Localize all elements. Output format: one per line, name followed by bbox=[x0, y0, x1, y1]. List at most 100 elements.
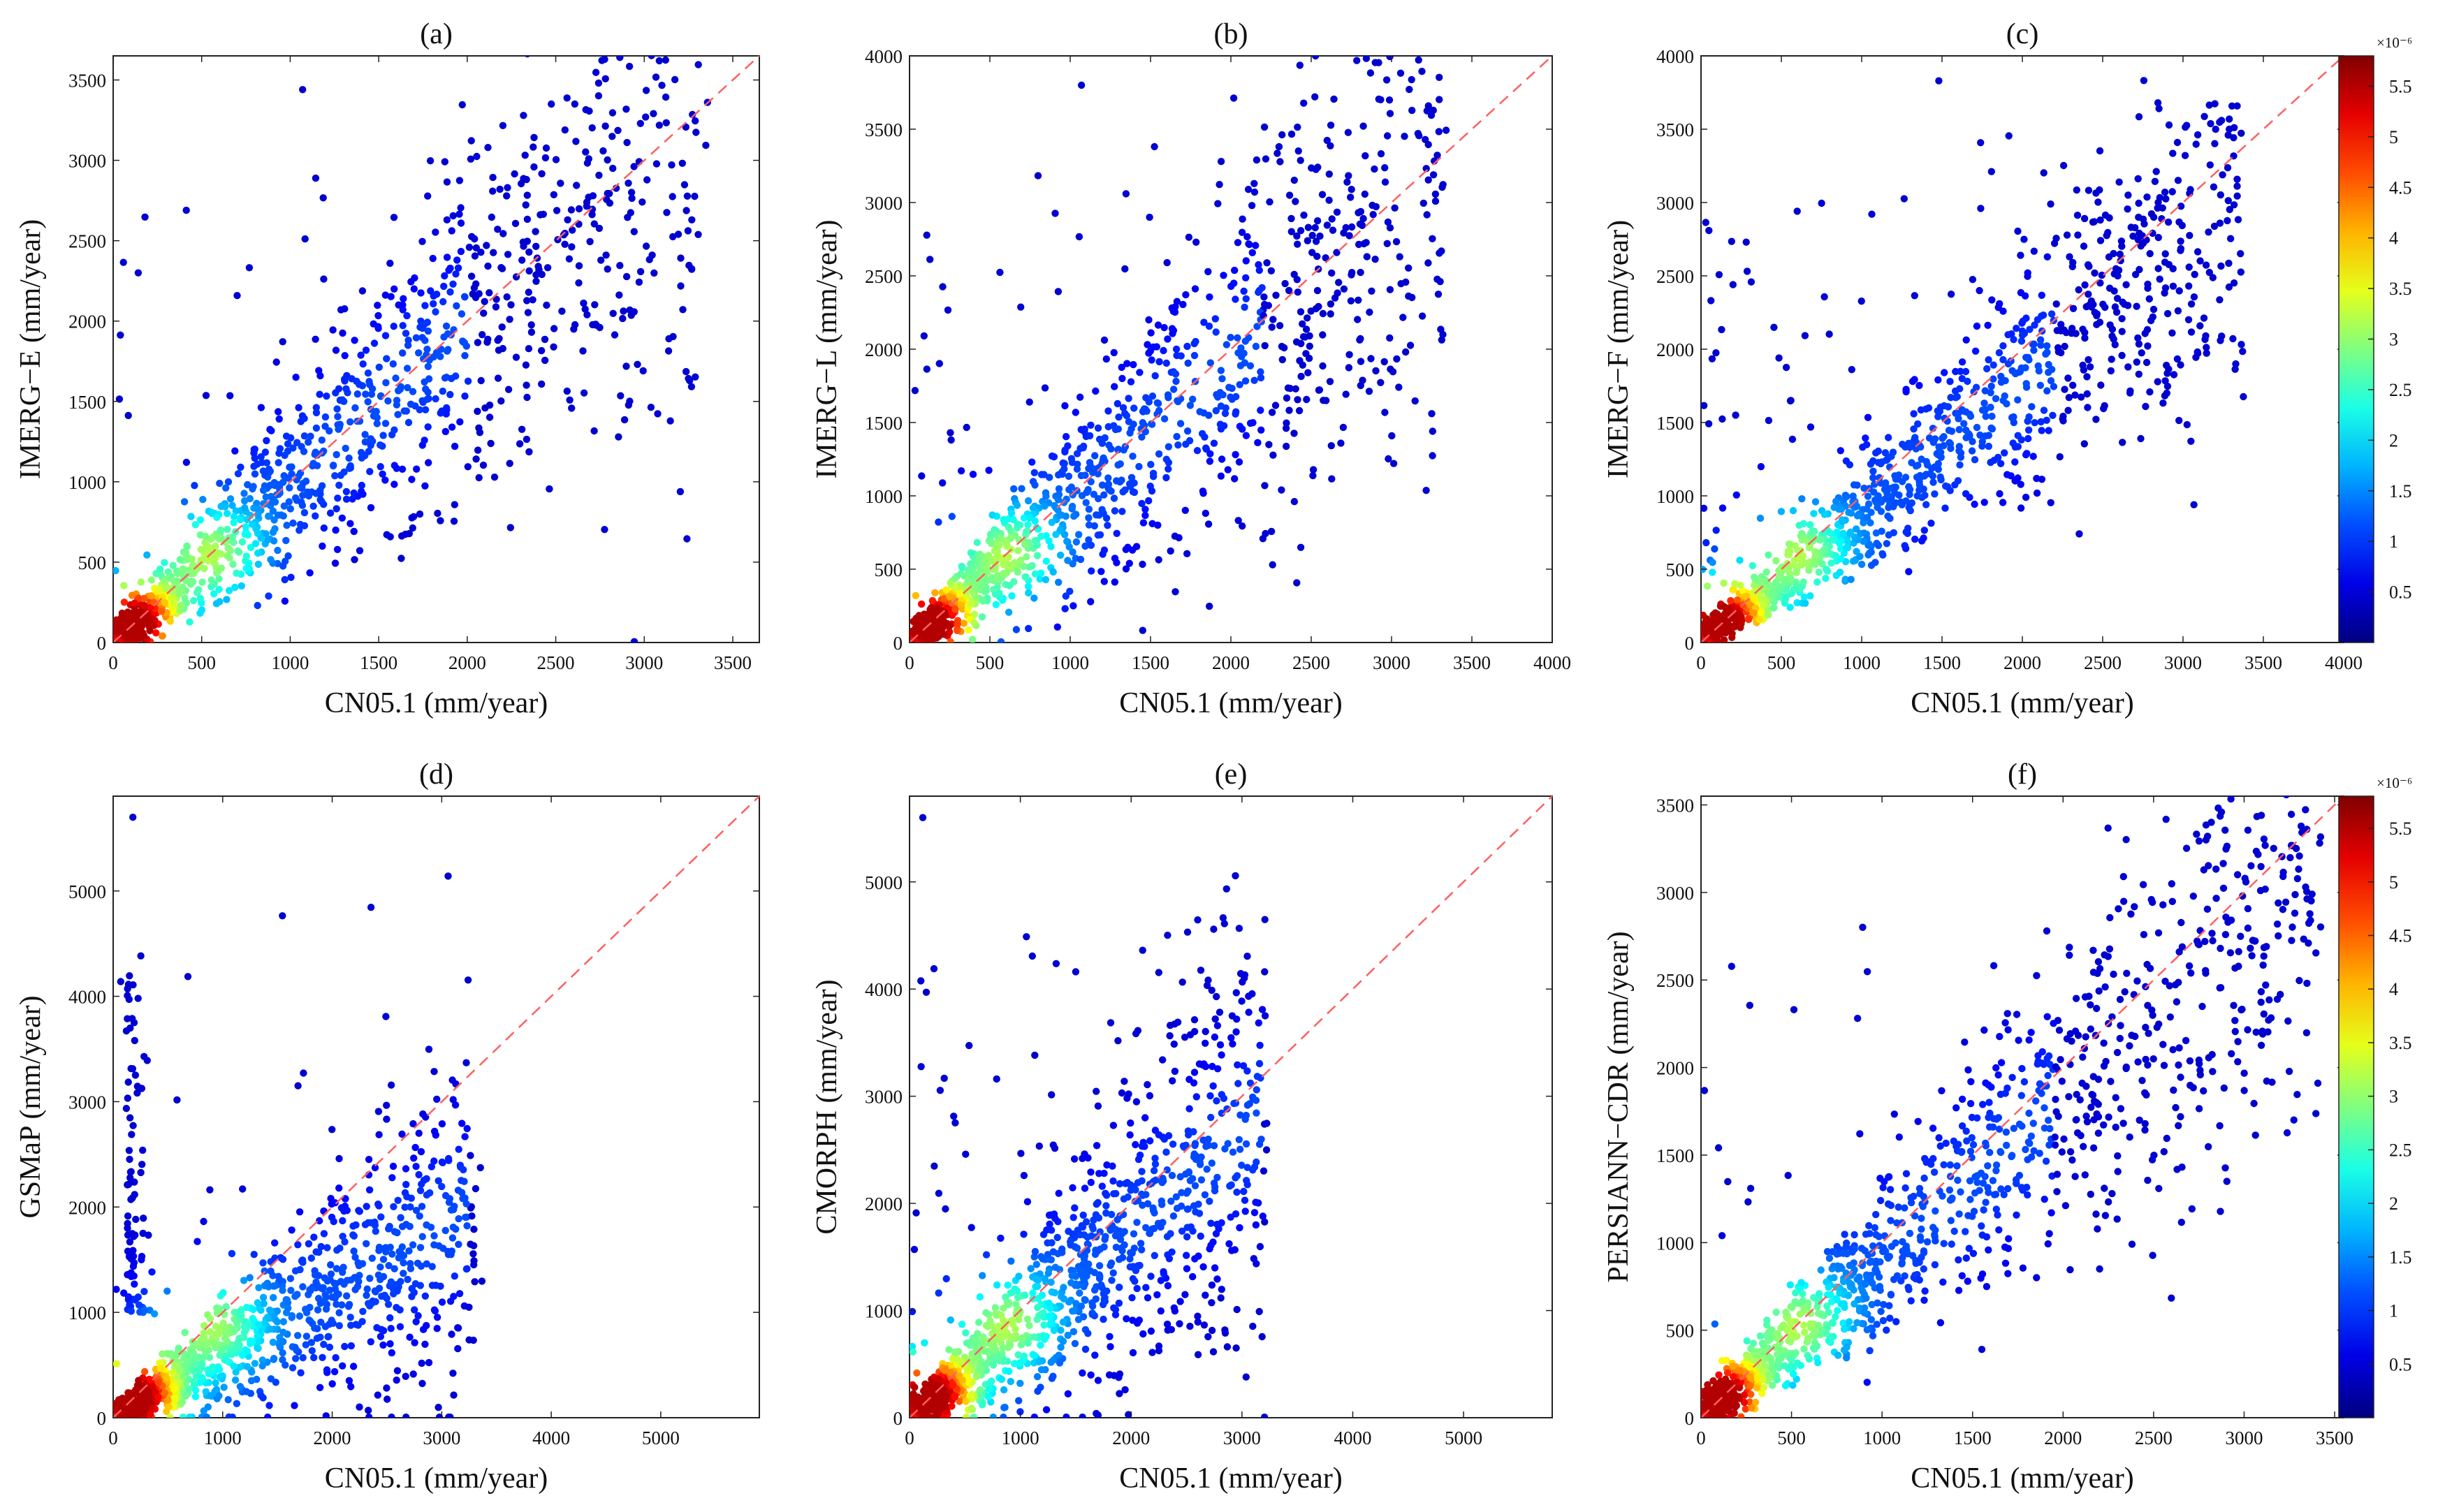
data-point bbox=[1418, 68, 1426, 75]
data-point bbox=[1885, 434, 1892, 441]
data-point bbox=[366, 468, 374, 476]
data-point bbox=[454, 1344, 462, 1353]
y-tick-label: 1000 bbox=[865, 486, 903, 507]
data-point bbox=[2146, 250, 2154, 258]
data-point bbox=[478, 1277, 486, 1285]
y-tick-label: 2500 bbox=[1656, 266, 1694, 287]
data-point bbox=[702, 141, 710, 149]
data-point bbox=[249, 1305, 257, 1314]
data-point bbox=[2103, 232, 2110, 240]
data-point bbox=[2049, 411, 2057, 419]
data-point bbox=[467, 1152, 474, 1159]
data-point bbox=[1269, 561, 1276, 568]
data-point bbox=[2003, 471, 2011, 478]
data-point bbox=[2224, 197, 2232, 205]
data-point bbox=[363, 1240, 370, 1248]
data-point bbox=[683, 207, 690, 214]
data-point bbox=[2115, 178, 2123, 186]
data-point bbox=[215, 534, 223, 542]
data-point bbox=[475, 474, 483, 482]
data-point bbox=[1424, 102, 1432, 110]
data-point bbox=[462, 1059, 470, 1066]
data-point bbox=[288, 470, 295, 478]
data-point bbox=[688, 216, 696, 223]
data-point bbox=[474, 407, 481, 416]
data-point bbox=[689, 110, 696, 119]
data-point bbox=[2161, 258, 2169, 266]
data-point bbox=[1098, 481, 1107, 489]
data-point bbox=[2233, 182, 2241, 190]
data-point bbox=[332, 389, 340, 397]
data-point bbox=[448, 1234, 457, 1242]
data-point bbox=[991, 531, 999, 538]
data-point bbox=[2187, 437, 2195, 445]
data-point bbox=[985, 467, 993, 474]
data-point bbox=[1055, 578, 1063, 586]
data-point bbox=[543, 301, 550, 309]
data-point bbox=[2030, 346, 2038, 354]
data-point bbox=[1007, 509, 1016, 517]
data-point bbox=[616, 56, 624, 61]
data-point bbox=[222, 484, 230, 492]
data-point bbox=[307, 1339, 315, 1346]
data-point bbox=[1436, 73, 1443, 82]
data-point bbox=[942, 586, 950, 594]
data-point bbox=[984, 563, 991, 571]
data-point bbox=[451, 1272, 458, 1280]
data-point bbox=[1252, 342, 1260, 351]
data-point bbox=[126, 1238, 134, 1246]
data-point bbox=[349, 495, 356, 503]
data-point bbox=[417, 289, 425, 297]
data-point bbox=[1757, 582, 1765, 590]
data-point bbox=[1876, 474, 1883, 482]
data-point bbox=[2010, 336, 2017, 344]
data-point bbox=[1969, 438, 1976, 446]
data-point bbox=[2177, 237, 2184, 245]
data-point bbox=[1316, 232, 1324, 240]
data-point bbox=[2091, 269, 2098, 277]
x-tick-label: 2500 bbox=[537, 652, 575, 673]
data-point bbox=[334, 413, 342, 420]
data-point bbox=[230, 519, 238, 527]
data-point bbox=[294, 1332, 302, 1339]
data-point bbox=[358, 382, 367, 390]
data-point bbox=[1323, 136, 1331, 145]
data-point bbox=[1956, 385, 1964, 392]
data-point bbox=[2226, 35, 2233, 42]
data-point bbox=[1347, 193, 1355, 201]
data-point bbox=[2139, 215, 2147, 223]
data-point bbox=[1309, 471, 1317, 480]
data-point bbox=[133, 1089, 141, 1097]
data-point bbox=[2083, 390, 2091, 398]
data-point bbox=[1335, 279, 1343, 286]
data-point bbox=[1296, 61, 1304, 69]
data-point bbox=[1147, 329, 1155, 337]
data-point bbox=[1386, 286, 1394, 293]
data-point bbox=[1206, 602, 1213, 610]
data-point bbox=[1788, 435, 1797, 443]
data-point bbox=[2118, 315, 2126, 323]
data-point bbox=[2028, 403, 2036, 411]
data-point bbox=[1204, 520, 1213, 528]
data-point bbox=[1347, 297, 1355, 304]
data-point bbox=[612, 43, 619, 50]
data-point bbox=[630, 638, 638, 643]
data-point bbox=[641, 20, 648, 27]
data-point bbox=[240, 490, 248, 497]
data-point bbox=[1701, 504, 1708, 512]
data-point bbox=[1990, 375, 1997, 383]
data-point bbox=[1189, 395, 1197, 403]
data-point bbox=[1964, 377, 1971, 386]
data-point bbox=[1175, 534, 1183, 542]
data-point bbox=[2033, 474, 2041, 483]
data-point bbox=[1151, 372, 1159, 380]
data-point bbox=[319, 542, 326, 550]
data-point bbox=[191, 1393, 200, 1401]
data-point bbox=[395, 301, 402, 309]
data-point bbox=[692, 117, 699, 125]
data-point bbox=[1127, 378, 1135, 386]
data-point bbox=[523, 381, 530, 389]
data-point bbox=[1801, 332, 1809, 339]
data-point bbox=[467, 155, 475, 163]
data-point bbox=[1997, 372, 2005, 381]
